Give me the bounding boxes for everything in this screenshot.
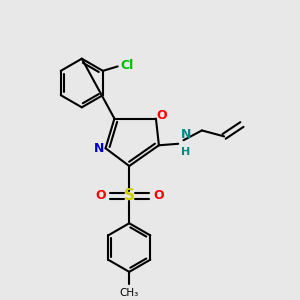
Text: S: S	[124, 188, 135, 203]
Text: O: O	[153, 189, 164, 202]
Text: O: O	[157, 109, 167, 122]
Text: N: N	[181, 128, 191, 141]
Text: H: H	[181, 147, 190, 157]
Text: Cl: Cl	[120, 59, 134, 72]
Text: N: N	[94, 142, 104, 155]
Text: O: O	[95, 189, 106, 202]
Text: CH₃: CH₃	[120, 288, 139, 298]
